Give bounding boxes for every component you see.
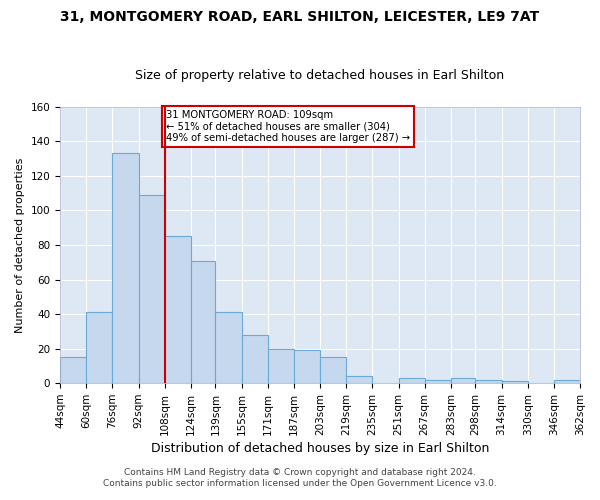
- Bar: [425, 380, 451, 383]
- Bar: [242, 335, 268, 383]
- Text: Contains HM Land Registry data © Crown copyright and database right 2024.
Contai: Contains HM Land Registry data © Crown c…: [103, 468, 497, 487]
- Bar: [191, 260, 215, 383]
- Bar: [139, 195, 164, 383]
- Bar: [398, 378, 425, 383]
- Bar: [215, 312, 242, 383]
- Title: Size of property relative to detached houses in Earl Shilton: Size of property relative to detached ho…: [136, 69, 505, 82]
- Text: 31 MONTGOMERY ROAD: 109sqm
← 51% of detached houses are smaller (304)
49% of sem: 31 MONTGOMERY ROAD: 109sqm ← 51% of deta…: [166, 110, 410, 144]
- Bar: [475, 380, 502, 383]
- Bar: [60, 358, 86, 383]
- Bar: [502, 382, 527, 383]
- Bar: [268, 348, 294, 383]
- Bar: [346, 376, 373, 383]
- X-axis label: Distribution of detached houses by size in Earl Shilton: Distribution of detached houses by size …: [151, 442, 489, 455]
- Bar: [112, 154, 139, 383]
- Bar: [164, 236, 191, 383]
- Bar: [294, 350, 320, 383]
- Bar: [320, 358, 346, 383]
- Bar: [554, 380, 580, 383]
- Text: 31, MONTGOMERY ROAD, EARL SHILTON, LEICESTER, LE9 7AT: 31, MONTGOMERY ROAD, EARL SHILTON, LEICE…: [61, 10, 539, 24]
- Bar: [86, 312, 112, 383]
- Y-axis label: Number of detached properties: Number of detached properties: [15, 158, 25, 332]
- Bar: [451, 378, 475, 383]
